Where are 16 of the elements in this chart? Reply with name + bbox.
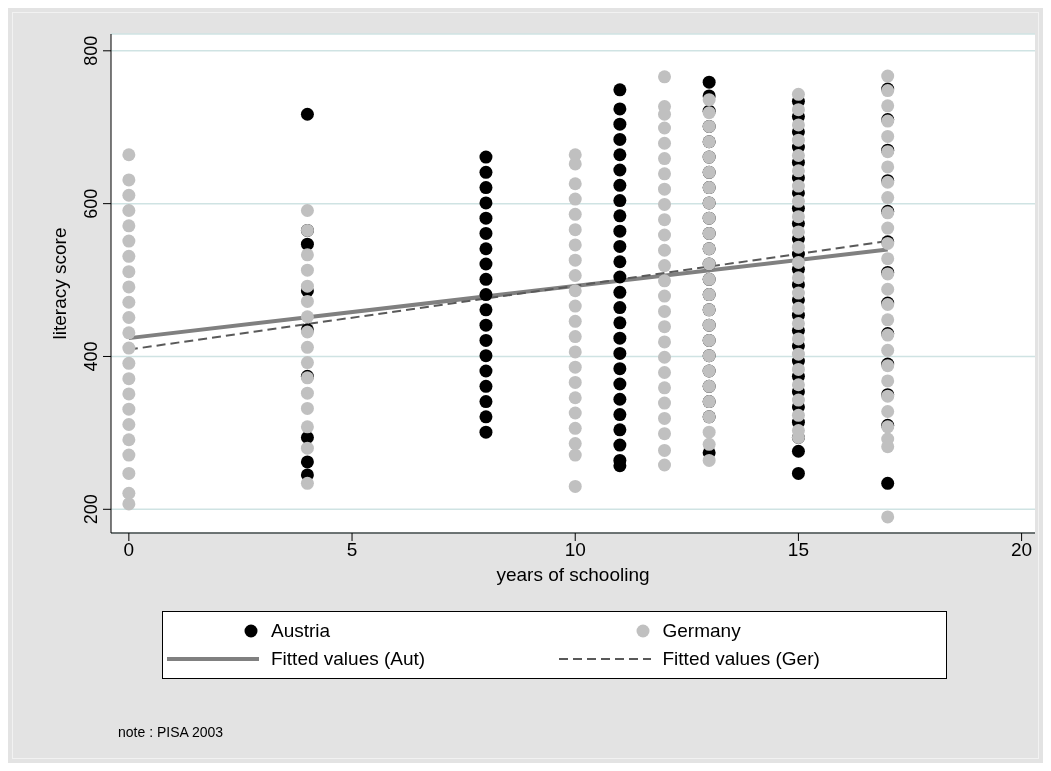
y-tick-label: 200	[81, 494, 101, 525]
y-tick-label: 800	[81, 35, 101, 66]
x-axis-title: years of schooling	[496, 564, 650, 585]
x-tick-label: 20	[1011, 539, 1033, 561]
legend-label: Austria	[271, 620, 331, 642]
legend-label: Germany	[662, 620, 741, 642]
legend-label: Fitted values (Aut)	[271, 648, 426, 670]
y-tick-label: 400	[81, 341, 101, 372]
y-axis-title: literacy score	[48, 227, 70, 340]
x-tick-label: 5	[346, 539, 358, 561]
y-tick-label: 600	[81, 188, 101, 219]
x-tick-label: 0	[123, 539, 135, 561]
x-tick-label: 10	[564, 539, 586, 561]
text: note : PISA 2003	[118, 724, 224, 740]
x-tick-label: 15	[787, 539, 809, 561]
legend-label: Fitted values (Ger)	[662, 648, 820, 670]
